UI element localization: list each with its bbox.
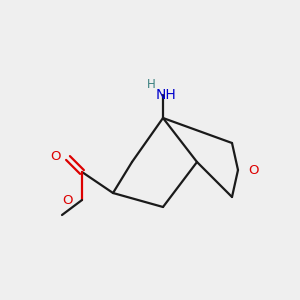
Text: O: O [62,194,73,206]
Text: O: O [50,150,61,163]
Text: NH: NH [156,88,176,102]
Text: H: H [147,78,155,91]
Text: O: O [248,164,259,176]
